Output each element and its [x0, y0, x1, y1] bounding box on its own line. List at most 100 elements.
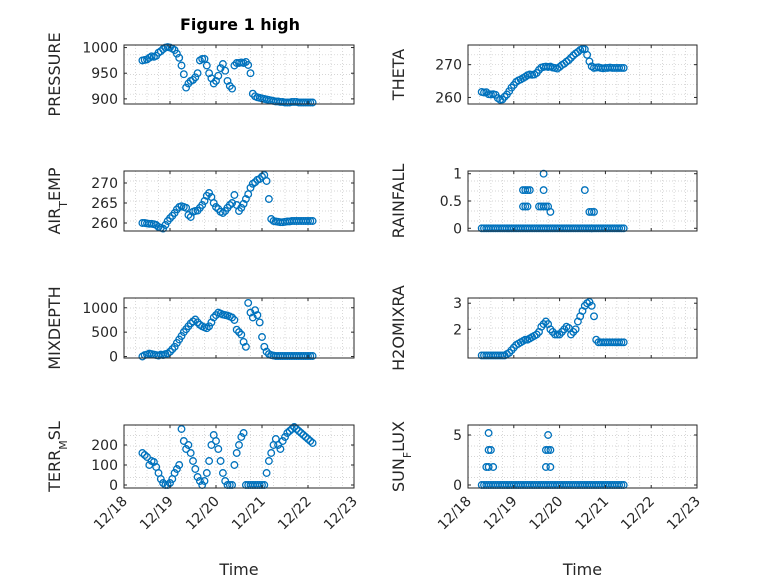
y-tick-label: 1000	[82, 301, 118, 317]
data-point	[237, 330, 246, 339]
data-point	[205, 322, 214, 331]
data-point	[214, 71, 223, 80]
data-point	[218, 209, 227, 217]
x-tick-label: 12/19	[137, 494, 177, 534]
y-tick-label: 3	[453, 296, 462, 312]
data-point	[202, 61, 211, 70]
axes-box	[123, 44, 355, 105]
data-point	[170, 469, 179, 477]
data-point	[306, 352, 315, 360]
data-point	[519, 202, 527, 211]
y-axis-label: TERRMSL	[45, 421, 70, 493]
data-point	[619, 338, 628, 347]
data-point	[541, 463, 550, 471]
data-point	[200, 54, 209, 63]
data-point	[138, 449, 147, 457]
data-point	[209, 199, 218, 207]
data-point	[546, 207, 555, 216]
y-tick-label: 260	[435, 90, 462, 106]
y-tick-label: 270	[435, 58, 462, 74]
panel-2: 260 265 270 AIRTEMP	[45, 167, 355, 235]
data-point	[179, 437, 188, 445]
data-point	[246, 183, 255, 192]
data-point	[580, 186, 589, 195]
series-markers	[477, 169, 628, 233]
data-point	[193, 473, 202, 481]
data-point	[306, 437, 315, 445]
data-point	[264, 195, 273, 203]
data-point	[619, 224, 628, 233]
data-point	[294, 427, 303, 435]
y-axis-label-main: SUN	[389, 458, 408, 492]
data-point	[221, 66, 230, 75]
data-point	[156, 475, 165, 483]
figure-title: Figure 1 high	[180, 15, 300, 34]
data-point	[182, 203, 191, 212]
x-tick-label: 12/20	[183, 494, 223, 534]
axes-box	[467, 297, 698, 359]
data-point	[241, 195, 250, 203]
grid	[467, 425, 698, 488]
data-point	[583, 50, 592, 59]
y-axis-label-main: PRESSURE	[45, 32, 64, 116]
data-point	[590, 312, 598, 321]
data-point	[615, 224, 624, 233]
data-point	[617, 224, 626, 233]
data-point	[191, 73, 200, 82]
data-point	[285, 427, 294, 435]
data-point	[521, 186, 530, 195]
series-markers	[138, 298, 317, 361]
x-tick-label: 12/18	[435, 494, 475, 534]
data-point	[544, 446, 553, 454]
panel-4: 0 500 1000 MIXDEPTH	[45, 286, 355, 370]
grid	[123, 425, 355, 488]
x-axis-label: Time	[562, 560, 602, 579]
y-axis-label: SUNFLUX	[389, 421, 414, 492]
data-point	[230, 316, 239, 324]
y-axis-label-sub: F	[401, 452, 414, 458]
data-point	[193, 69, 202, 78]
axes-box	[123, 424, 355, 489]
x-tick-label: 12/23	[321, 494, 361, 534]
data-point	[541, 446, 550, 454]
y-axis-label-rest: LUX	[389, 421, 408, 452]
data-point	[232, 325, 241, 334]
data-point	[166, 214, 174, 223]
data-point	[297, 429, 306, 437]
data-point	[205, 189, 214, 197]
data-point	[202, 469, 211, 477]
y-axis-label: PRESSURE	[45, 32, 64, 116]
data-point	[244, 61, 253, 69]
data-point	[615, 63, 624, 72]
data-point	[276, 445, 285, 453]
data-point	[230, 191, 239, 199]
y-tick-label: 270	[91, 176, 118, 192]
data-point	[258, 333, 266, 341]
y-axis-label-sub: M	[57, 440, 70, 450]
data-point	[489, 463, 498, 471]
data-point	[304, 98, 312, 107]
data-point	[179, 70, 188, 79]
data-point	[585, 207, 594, 216]
x-tick-label: 12/21	[572, 494, 612, 534]
y-axis-label: MIXDEPTH	[45, 286, 64, 369]
data-point	[278, 437, 287, 445]
y-axis-label-main: TERR	[45, 450, 64, 493]
data-point	[308, 439, 317, 447]
data-point	[617, 338, 626, 347]
data-point	[235, 328, 243, 337]
y-tick-label: 0	[109, 350, 118, 366]
data-point	[304, 435, 312, 443]
x-tick-label: 12/20	[527, 494, 567, 534]
y-tick-label: 0	[109, 478, 118, 494]
y-tick-label: 5	[453, 428, 462, 444]
panel-0: 900 950 1000 PRESSURE	[45, 32, 355, 117]
panel-1: 260 270 THETA	[389, 44, 698, 106]
y-tick-label: 1000	[82, 41, 118, 57]
data-point	[308, 352, 317, 360]
data-point	[585, 297, 594, 306]
y-tick-label: 1	[453, 167, 462, 183]
y-tick-label: 265	[91, 196, 118, 212]
series-markers	[138, 43, 317, 107]
